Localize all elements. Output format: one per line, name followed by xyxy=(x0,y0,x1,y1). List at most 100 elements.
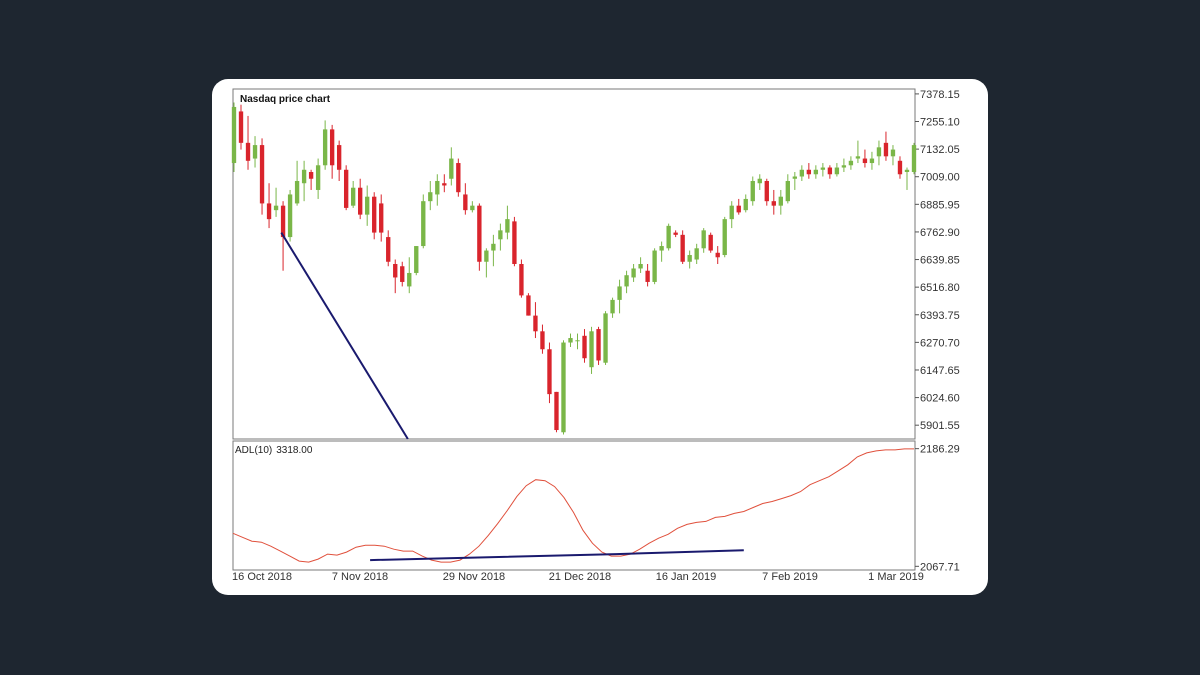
candle-body xyxy=(729,205,734,220)
candle-up xyxy=(428,180,433,211)
candle-body xyxy=(491,243,496,251)
candle-up xyxy=(231,102,237,173)
price-chart-title: Nasdaq price chart xyxy=(240,94,331,105)
candle-up xyxy=(722,216,727,258)
candle-up xyxy=(785,174,790,204)
candle-body xyxy=(456,163,461,193)
x-tick-label: 16 Oct 2018 xyxy=(232,571,292,583)
candle-down xyxy=(764,178,769,206)
candle-up xyxy=(561,340,566,435)
candle-body xyxy=(827,167,833,175)
price-y-tick-label: 7255.10 xyxy=(920,117,960,129)
candle-up xyxy=(294,160,300,206)
candle-up xyxy=(301,160,307,202)
candle-body xyxy=(231,106,237,164)
candle-down xyxy=(477,203,482,271)
candle-down xyxy=(343,165,349,211)
candle-body xyxy=(280,205,286,238)
candle-body xyxy=(561,342,566,433)
price-y-tick-label: 5901.55 xyxy=(920,420,960,432)
price-y-tick-label: 6393.75 xyxy=(920,310,960,322)
candle-down xyxy=(245,115,251,170)
candle-body xyxy=(897,160,903,175)
candle-body xyxy=(414,246,419,273)
candle-up xyxy=(624,270,629,294)
candle-body xyxy=(238,111,244,143)
candle-body xyxy=(386,237,391,262)
candle-body xyxy=(379,203,384,233)
candle-down xyxy=(526,293,531,316)
candle-down xyxy=(771,189,776,215)
candle-down xyxy=(708,232,713,253)
candle-up xyxy=(603,311,608,365)
candle-body xyxy=(848,160,854,166)
candle-up xyxy=(813,165,819,179)
candle-up xyxy=(435,174,440,206)
candle-up xyxy=(365,185,370,226)
candle-up xyxy=(351,180,356,208)
candle-down xyxy=(673,230,678,238)
price-y-tick-label: 6516.80 xyxy=(920,282,960,294)
candle-body xyxy=(680,234,685,262)
x-tick-label: 21 Dec 2018 xyxy=(549,571,611,583)
candle-body xyxy=(820,167,826,170)
candle-up xyxy=(848,156,854,170)
candle-down xyxy=(547,342,552,404)
candle-body xyxy=(806,169,812,175)
candle-up xyxy=(904,167,910,190)
adl-indicator-name: ADL(10) xyxy=(235,445,273,456)
price-y-tick-label: 6639.85 xyxy=(920,255,960,267)
candle-body xyxy=(287,194,293,238)
candle-up xyxy=(750,176,755,206)
candle-body xyxy=(343,169,349,208)
candle-body xyxy=(722,219,727,256)
candle-body xyxy=(792,176,797,179)
candle-body xyxy=(308,172,314,179)
candle-body xyxy=(764,180,769,202)
candle-up xyxy=(449,147,454,186)
candle-body xyxy=(442,183,447,186)
candle-down xyxy=(582,329,587,363)
x-tick-label: 7 Nov 2018 xyxy=(332,571,388,583)
candle-body xyxy=(519,264,524,296)
price-y-tick-label: 6762.90 xyxy=(920,227,960,239)
price-y-tick-label: 6885.95 xyxy=(920,199,960,211)
candle-down xyxy=(554,391,559,433)
candle-body xyxy=(252,145,258,159)
candle-up xyxy=(484,248,489,278)
candle-body xyxy=(673,232,678,235)
candle-body xyxy=(904,169,910,173)
x-tick-label: 29 Nov 2018 xyxy=(443,571,505,583)
candle-body xyxy=(694,248,699,260)
x-tick-label: 16 Jan 2019 xyxy=(656,571,717,583)
candle-up xyxy=(414,246,419,276)
candle-up xyxy=(799,165,805,181)
candle-body xyxy=(862,158,868,164)
candle-body xyxy=(358,187,363,215)
candle-body xyxy=(498,230,503,240)
chart-card: 7378.15 7255.10 7132.05 7009.00 6885.95 6762.… xyxy=(212,79,988,595)
candle-up xyxy=(911,142,917,175)
candle-body xyxy=(890,149,896,157)
candle-body xyxy=(771,201,776,206)
candle-down xyxy=(442,174,447,193)
adl-indicator-label: ADL(10) 3318.00 xyxy=(235,445,316,456)
candle-body xyxy=(477,205,482,262)
candle-up xyxy=(694,243,699,264)
candle-down xyxy=(715,246,720,264)
candle-down xyxy=(512,216,517,267)
candle-up xyxy=(252,136,258,168)
candle-down xyxy=(329,124,335,179)
candle-up xyxy=(841,158,847,173)
price-y-tick-label: 7009.00 xyxy=(920,172,960,184)
adl-line xyxy=(232,448,914,563)
candle-down xyxy=(259,138,265,215)
candle-up xyxy=(778,189,783,215)
candle-body xyxy=(407,272,412,287)
candle-body xyxy=(813,169,819,175)
candle-body xyxy=(841,165,847,168)
candle-body xyxy=(336,145,342,170)
candle-body xyxy=(708,234,713,251)
candle-body xyxy=(631,268,636,278)
candle-body xyxy=(701,230,706,249)
